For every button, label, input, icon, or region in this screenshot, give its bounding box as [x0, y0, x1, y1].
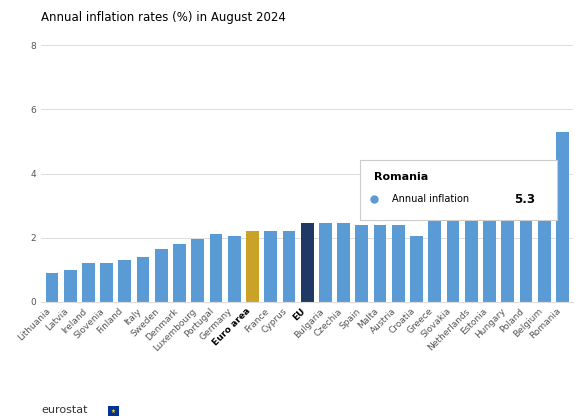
- Bar: [264, 231, 277, 302]
- Bar: [209, 234, 222, 302]
- Bar: [501, 193, 514, 302]
- Bar: [100, 263, 113, 302]
- Bar: [428, 206, 441, 302]
- Bar: [356, 225, 368, 302]
- Bar: [465, 199, 477, 302]
- Bar: [483, 194, 496, 302]
- Bar: [283, 231, 295, 302]
- Bar: [519, 173, 532, 302]
- Bar: [246, 231, 259, 302]
- Bar: [337, 223, 350, 302]
- Bar: [556, 132, 569, 302]
- Bar: [392, 225, 405, 302]
- Bar: [46, 273, 59, 302]
- Bar: [538, 162, 550, 302]
- Text: ★: ★: [111, 409, 116, 414]
- Bar: [191, 239, 204, 302]
- Bar: [301, 223, 314, 302]
- Bar: [319, 223, 332, 302]
- Bar: [228, 236, 240, 302]
- Bar: [64, 270, 77, 302]
- Bar: [374, 225, 387, 302]
- Text: Annual inflation rates (%) in August 2024: Annual inflation rates (%) in August 202…: [41, 11, 286, 24]
- Bar: [446, 199, 459, 302]
- Bar: [118, 260, 131, 302]
- Bar: [82, 263, 95, 302]
- Text: eurostat: eurostat: [41, 405, 87, 415]
- Bar: [155, 249, 168, 302]
- Bar: [137, 257, 149, 302]
- Bar: [410, 236, 423, 302]
- Bar: [173, 244, 186, 302]
